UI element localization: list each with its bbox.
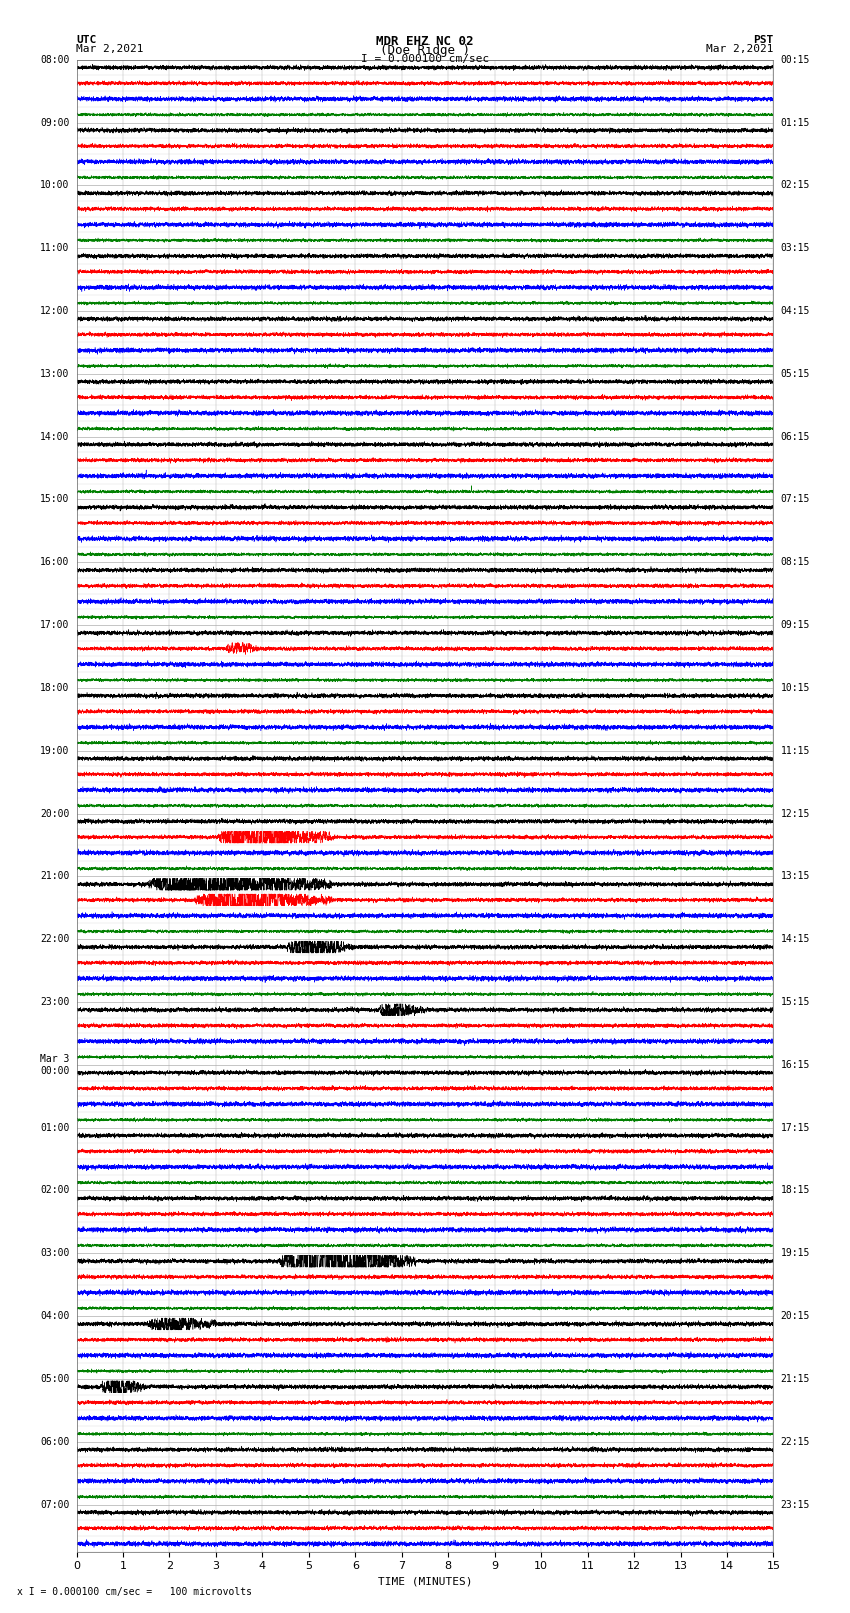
Text: 15:00: 15:00 [40,495,70,505]
Text: 22:15: 22:15 [780,1437,810,1447]
Text: 13:15: 13:15 [780,871,810,881]
Text: 10:00: 10:00 [40,181,70,190]
Text: MDR EHZ NC 02: MDR EHZ NC 02 [377,35,473,48]
Text: 20:00: 20:00 [40,808,70,818]
Text: 05:15: 05:15 [780,369,810,379]
Text: 23:00: 23:00 [40,997,70,1007]
Text: 16:15: 16:15 [780,1060,810,1069]
Text: 22:00: 22:00 [40,934,70,944]
Text: 12:00: 12:00 [40,306,70,316]
Text: 10:15: 10:15 [780,682,810,694]
Text: 06:15: 06:15 [780,432,810,442]
Text: 00:15: 00:15 [780,55,810,65]
Text: Mar 3
00:00: Mar 3 00:00 [40,1053,70,1076]
Text: 02:15: 02:15 [780,181,810,190]
Text: 17:15: 17:15 [780,1123,810,1132]
Text: (Doe Ridge ): (Doe Ridge ) [380,44,470,58]
Text: x I = 0.000100 cm/sec =   100 microvolts: x I = 0.000100 cm/sec = 100 microvolts [17,1587,252,1597]
Text: 14:00: 14:00 [40,432,70,442]
Text: 01:15: 01:15 [780,118,810,127]
Text: PST: PST [753,35,774,45]
Text: 07:00: 07:00 [40,1500,70,1510]
Text: 12:15: 12:15 [780,808,810,818]
Text: 04:15: 04:15 [780,306,810,316]
Text: 15:15: 15:15 [780,997,810,1007]
Text: 08:00: 08:00 [40,55,70,65]
Text: 19:15: 19:15 [780,1248,810,1258]
Text: 07:15: 07:15 [780,495,810,505]
Text: 03:15: 03:15 [780,244,810,253]
Text: 05:00: 05:00 [40,1374,70,1384]
Text: 09:00: 09:00 [40,118,70,127]
Text: 14:15: 14:15 [780,934,810,944]
Text: 23:15: 23:15 [780,1500,810,1510]
Text: 02:00: 02:00 [40,1186,70,1195]
X-axis label: TIME (MINUTES): TIME (MINUTES) [377,1578,473,1587]
Text: 09:15: 09:15 [780,619,810,631]
Text: 01:00: 01:00 [40,1123,70,1132]
Text: 03:00: 03:00 [40,1248,70,1258]
Text: 11:15: 11:15 [780,745,810,756]
Text: Mar 2,2021: Mar 2,2021 [706,44,774,55]
Text: 13:00: 13:00 [40,369,70,379]
Text: UTC: UTC [76,35,97,45]
Text: 18:15: 18:15 [780,1186,810,1195]
Text: 19:00: 19:00 [40,745,70,756]
Text: 21:00: 21:00 [40,871,70,881]
Text: 16:00: 16:00 [40,556,70,568]
Text: 17:00: 17:00 [40,619,70,631]
Text: I = 0.000100 cm/sec: I = 0.000100 cm/sec [361,53,489,65]
Text: 20:15: 20:15 [780,1311,810,1321]
Text: 04:00: 04:00 [40,1311,70,1321]
Text: 08:15: 08:15 [780,556,810,568]
Text: Mar 2,2021: Mar 2,2021 [76,44,144,55]
Text: 21:15: 21:15 [780,1374,810,1384]
Text: 11:00: 11:00 [40,244,70,253]
Text: 18:00: 18:00 [40,682,70,694]
Text: 06:00: 06:00 [40,1437,70,1447]
